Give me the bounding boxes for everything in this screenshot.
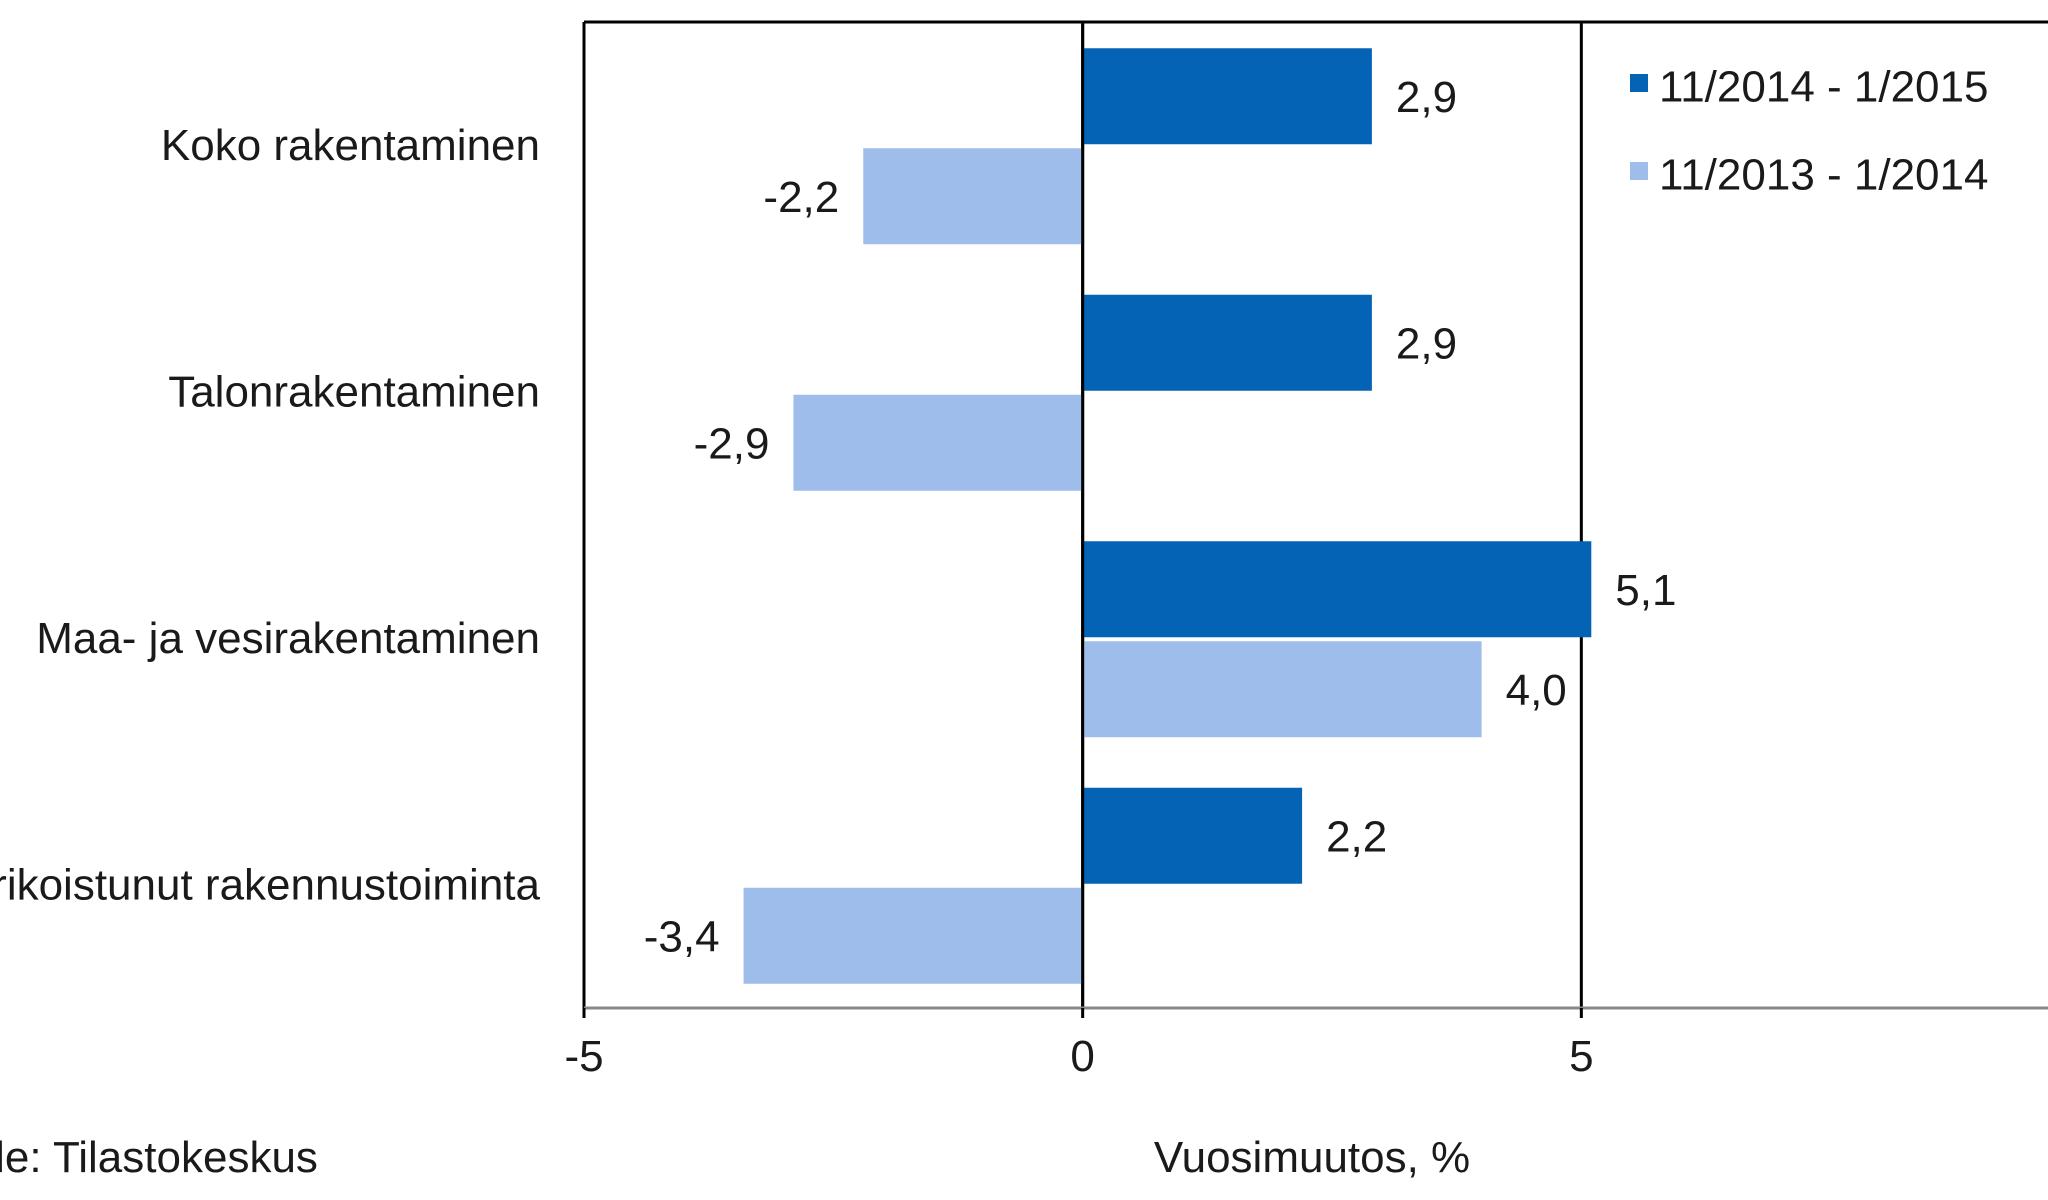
x-tick-label: 5 xyxy=(1569,1032,1593,1081)
x-axis-title: Vuosimuutos, % xyxy=(1154,1133,1470,1182)
legend: 11/2014 - 1/2015 11/2013 - 1/2014 xyxy=(1630,63,1988,200)
source-note: Lähde: Tilastokeskus xyxy=(0,1133,318,1182)
category-label: Erikoistunut rakennustoiminta xyxy=(0,860,541,909)
bars xyxy=(743,48,1592,984)
bar-series-1 xyxy=(1082,294,1372,391)
data-label: -3,4 xyxy=(644,912,720,961)
bar-series-2 xyxy=(743,887,1083,984)
bar-series-2 xyxy=(1082,641,1482,738)
legend-swatch xyxy=(1630,74,1648,92)
category-label: Maa- ja vesirakentaminen xyxy=(36,614,540,663)
bar-series-1 xyxy=(1082,48,1372,145)
labels: Koko rakentaminen 2,9 -2,2 Talonrakentamine… xyxy=(0,73,1676,1182)
x-tick-label: -5 xyxy=(564,1032,603,1081)
legend-label: 11/2014 - 1/2015 xyxy=(1659,63,1988,112)
data-label: 5,1 xyxy=(1615,566,1676,615)
legend-label: 11/2013 - 1/2014 xyxy=(1659,151,1988,200)
data-label: 2,9 xyxy=(1396,73,1457,122)
axes: -5 0 5 Vuosimuutos, % xyxy=(564,22,2048,1182)
data-label: 4,0 xyxy=(1506,666,1567,715)
bar-series-2 xyxy=(793,394,1083,491)
x-tick-label: 0 xyxy=(1070,1032,1094,1081)
bar-series-2 xyxy=(863,148,1083,245)
data-label: -2,9 xyxy=(694,419,770,468)
bar-series-1 xyxy=(1082,787,1303,884)
data-label: 2,2 xyxy=(1326,812,1387,861)
bar-series-1 xyxy=(1082,541,1592,638)
legend-swatch xyxy=(1630,162,1648,180)
data-label: 2,9 xyxy=(1396,319,1457,368)
category-label: Koko rakentaminen xyxy=(161,121,540,170)
category-label: Talonrakentaminen xyxy=(168,367,540,416)
data-label: -2,2 xyxy=(763,173,839,222)
